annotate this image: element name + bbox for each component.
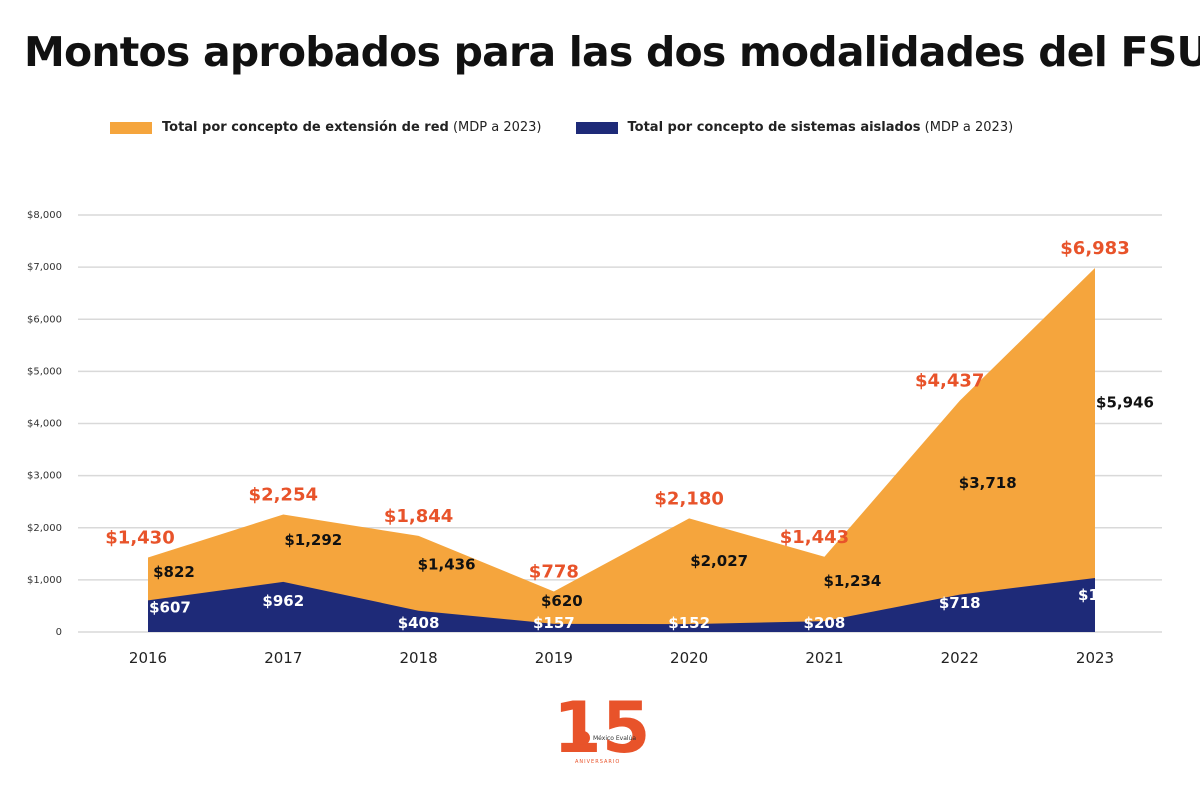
logo-text: México Evalúa <box>593 735 636 742</box>
total-value-label: $1,844 <box>384 506 453 527</box>
legend-label-red-unit: (MDP a 2023) <box>448 120 542 135</box>
x-tick-label: 2022 <box>941 649 979 667</box>
y-tick-label: $7,000 <box>27 262 62 273</box>
legend-swatch-red <box>110 121 152 134</box>
x-tick-label: 2020 <box>670 649 708 667</box>
total-value-label: $4,437 <box>915 371 984 392</box>
legend-label-red-bold: Total por concepto de extensión de red <box>162 120 449 135</box>
legend-label-isolated-unit: (MDP a 2023) <box>920 120 1014 135</box>
x-tick-label: 2023 <box>1076 649 1114 667</box>
red-value-label: $5,946 <box>1096 393 1154 411</box>
isolated-value-label: $157 <box>533 614 575 632</box>
isolated-value-label: $408 <box>398 614 440 632</box>
isolated-value-label: $718 <box>939 594 981 612</box>
y-tick-label: 0 <box>56 627 62 638</box>
area-chart: 0 $1,000 $2,000 $3,000 $4,000 $5,000 $6,000 $7,… <box>27 210 1162 667</box>
red-value-label: $2,027 <box>690 552 748 570</box>
series-area-isolated <box>148 577 1095 632</box>
isolated-value-label: $1,037 <box>1078 586 1136 604</box>
red-value-label: $620 <box>541 592 583 610</box>
isolated-value-label: $607 <box>149 598 191 616</box>
y-tick-label: $4,000 <box>27 419 62 430</box>
total-value-label: $1,443 <box>780 527 849 548</box>
y-tick-label: $8,000 <box>27 210 62 221</box>
y-tick-label: $1,000 <box>27 575 62 586</box>
isolated-value-label: $208 <box>804 614 846 632</box>
red-value-label: $1,292 <box>284 531 342 549</box>
logo-subtext: ANIVERSARIO <box>575 759 620 765</box>
legend-swatch-isolated <box>575 121 618 134</box>
legend-label-isolated-bold: Total por concepto de sistemas aislados <box>627 120 921 135</box>
x-tick-label: 2021 <box>805 649 843 667</box>
y-tick-label: $5,000 <box>27 366 62 377</box>
legend-item-isolated: Total por concepto de sistemas aislados … <box>575 120 1014 135</box>
red-value-label: $1,234 <box>823 572 881 590</box>
legend: Total por concepto de extensión de red (… <box>110 120 1047 135</box>
isolated-value-label: $962 <box>262 592 304 610</box>
y-tick-label: $2,000 <box>27 523 62 534</box>
y-tick-label: $6,000 <box>27 314 62 325</box>
total-value-label: $2,180 <box>654 488 723 509</box>
x-tick-label: 2017 <box>264 649 302 667</box>
x-tick-label: 2016 <box>129 649 167 667</box>
series-area-red <box>148 268 1095 632</box>
logo-number: 15 <box>553 688 650 768</box>
red-value-label: $3,718 <box>959 474 1017 492</box>
total-value-label: $6,983 <box>1060 238 1129 259</box>
legend-item-red: Total por concepto de extensión de red (… <box>110 120 542 135</box>
red-value-label: $1,436 <box>418 556 476 574</box>
anniversary-logo: 15 México Evalúa ANIVERSARIO <box>553 688 650 768</box>
chart-title: Montos aprobados para las dos modalidade… <box>24 28 1200 76</box>
logo-emblem-icon <box>576 731 590 745</box>
x-tick-label: 2019 <box>535 649 573 667</box>
isolated-value-label: $152 <box>668 614 710 632</box>
total-value-label: $778 <box>529 561 579 582</box>
x-tick-label: 2018 <box>399 649 437 667</box>
y-tick-label: $3,000 <box>27 471 62 482</box>
red-value-label: $822 <box>153 563 195 581</box>
total-value-label: $1,430 <box>105 527 174 548</box>
total-value-label: $2,254 <box>249 485 318 506</box>
